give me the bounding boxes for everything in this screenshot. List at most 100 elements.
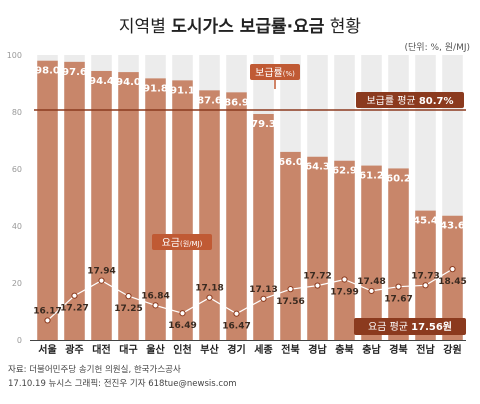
bar-value-label: 94.4: [89, 76, 114, 87]
ytick-label: 20: [12, 279, 22, 288]
price-value-label: 17.18: [195, 284, 223, 294]
ytick-label: 40: [12, 222, 22, 231]
price-value-label: 16.17: [33, 306, 61, 316]
price-point: [260, 295, 267, 302]
category-label: 대전: [92, 343, 110, 356]
bar-value-label: 91.1: [170, 85, 195, 96]
category-label: 전남: [416, 343, 435, 356]
coverage-series-badge: [250, 64, 300, 80]
bar: [280, 151, 301, 340]
average-layer: 보급률 평균 80.7%: [34, 92, 466, 111]
bar-value-label: 64.3: [305, 162, 330, 173]
price-value-label: 17.67: [384, 295, 412, 305]
ytick-label: 80: [12, 108, 22, 117]
bar: [172, 80, 193, 341]
bar-value-label: 62.9: [332, 166, 357, 177]
bar-value-label: 87.6: [197, 95, 222, 106]
price-value-label: 17.48: [357, 277, 385, 287]
bar: [388, 168, 409, 340]
bar: [253, 113, 274, 341]
bar: [37, 60, 58, 340]
bar-value-label: 45.4: [413, 216, 438, 227]
category-label: 울산: [146, 343, 165, 356]
category-label: 충북: [335, 343, 353, 356]
axis-layer: 서울 광주 대전 대구 울산 인천 부산 경기 세종 전북 경남 충북 충남 경북 전남 강원: [30, 340, 466, 356]
price-point: [179, 310, 186, 317]
category-label: 부산: [200, 343, 219, 356]
coverage-average-text: 보급률 평균 80.7%: [366, 95, 453, 107]
category-label: 경기: [227, 343, 245, 356]
bar: [91, 70, 112, 341]
category-label: 경북: [389, 343, 407, 356]
bar-value-label: 43.6: [440, 221, 465, 232]
bar-value-label: 98.0: [35, 66, 60, 77]
credit-text: 17.10.19 뉴시스 그래픽: 전진우 기자 618tue@newsis.c…: [8, 378, 237, 389]
bars-layer: 98.0 97.694.4 94.091.8 91.187.6 86.979.3 66.0…: [35, 55, 465, 341]
category-label: 대구: [119, 343, 137, 356]
bar: [334, 160, 355, 340]
bar: [415, 210, 436, 340]
grid-layer: 0 20 40 60 80 100: [7, 51, 22, 345]
price-point: [314, 282, 321, 289]
chart-title: 지역별 도시가스 보급률·요금 현황: [119, 17, 361, 37]
price-point: [287, 286, 294, 293]
bar: [442, 215, 463, 340]
price-average-text: 요금 평균 17.56원: [368, 320, 452, 333]
ytick-label: 0: [17, 336, 22, 345]
price-value-label: 17.25: [114, 304, 142, 314]
bar: [361, 165, 382, 340]
price-point: [44, 317, 51, 324]
price-point: [368, 287, 375, 295]
category-label: 경남: [308, 343, 327, 356]
bar-value-label: 91.8: [143, 83, 168, 94]
price-point: [206, 294, 213, 301]
bar-value-label: 94.0: [116, 77, 141, 88]
category-label: 강원: [443, 343, 461, 356]
bar-value-label: 97.6: [62, 67, 87, 78]
price-point: [449, 266, 456, 273]
price-value-label: 17.56: [276, 297, 304, 307]
bar: [226, 92, 247, 341]
category-label: 세종: [254, 343, 272, 356]
price-value-label: 17.72: [303, 272, 331, 282]
category-label: 광주: [65, 344, 83, 356]
price-line: [47, 268, 453, 321]
bar-value-label: 86.9: [224, 97, 249, 108]
price-point: [98, 277, 105, 284]
bar: [307, 156, 328, 340]
bar-value-label: 79.3: [251, 119, 276, 130]
category-label: 인천: [173, 343, 191, 356]
bar-value-label: 61.2: [359, 171, 384, 182]
price-series-badge: [152, 234, 212, 250]
category-label: 충남: [362, 343, 381, 356]
coverage-average-badge: [356, 92, 464, 109]
price-value-label: 16.84: [141, 291, 169, 301]
price-value-label: 18.45: [438, 277, 466, 287]
legend-layer: 보급률(%) 요금(원/MJ): [152, 64, 300, 250]
ytick-label: 60: [12, 165, 22, 174]
category-label: 서울: [38, 343, 56, 356]
bar: [64, 61, 85, 341]
price-value-label: 17.73: [411, 271, 439, 281]
bar: [118, 72, 139, 340]
price-series-label: 요금(원/MJ): [162, 237, 203, 249]
bar: [199, 90, 220, 340]
bar: [145, 78, 166, 341]
price-value-label: 17.27: [60, 304, 88, 314]
price-point: [422, 282, 429, 289]
price-point: [395, 283, 402, 290]
price-value-label: 17.94: [87, 267, 115, 277]
price-value-label: 16.47: [222, 322, 250, 332]
category-label: 전북: [281, 343, 299, 356]
price-point: [152, 302, 159, 309]
coverage-series-label: 보급률(%): [255, 67, 295, 79]
price-point: [125, 293, 132, 300]
price-value-label: 17.99: [330, 287, 358, 297]
price-value-label: 16.49: [168, 321, 196, 331]
bar-value-label: 66.0: [278, 157, 303, 168]
price-point: [341, 276, 348, 283]
price-point: [71, 292, 78, 299]
unit-label: (단위: %, 원/MJ): [405, 42, 470, 53]
price-point: [233, 310, 240, 317]
